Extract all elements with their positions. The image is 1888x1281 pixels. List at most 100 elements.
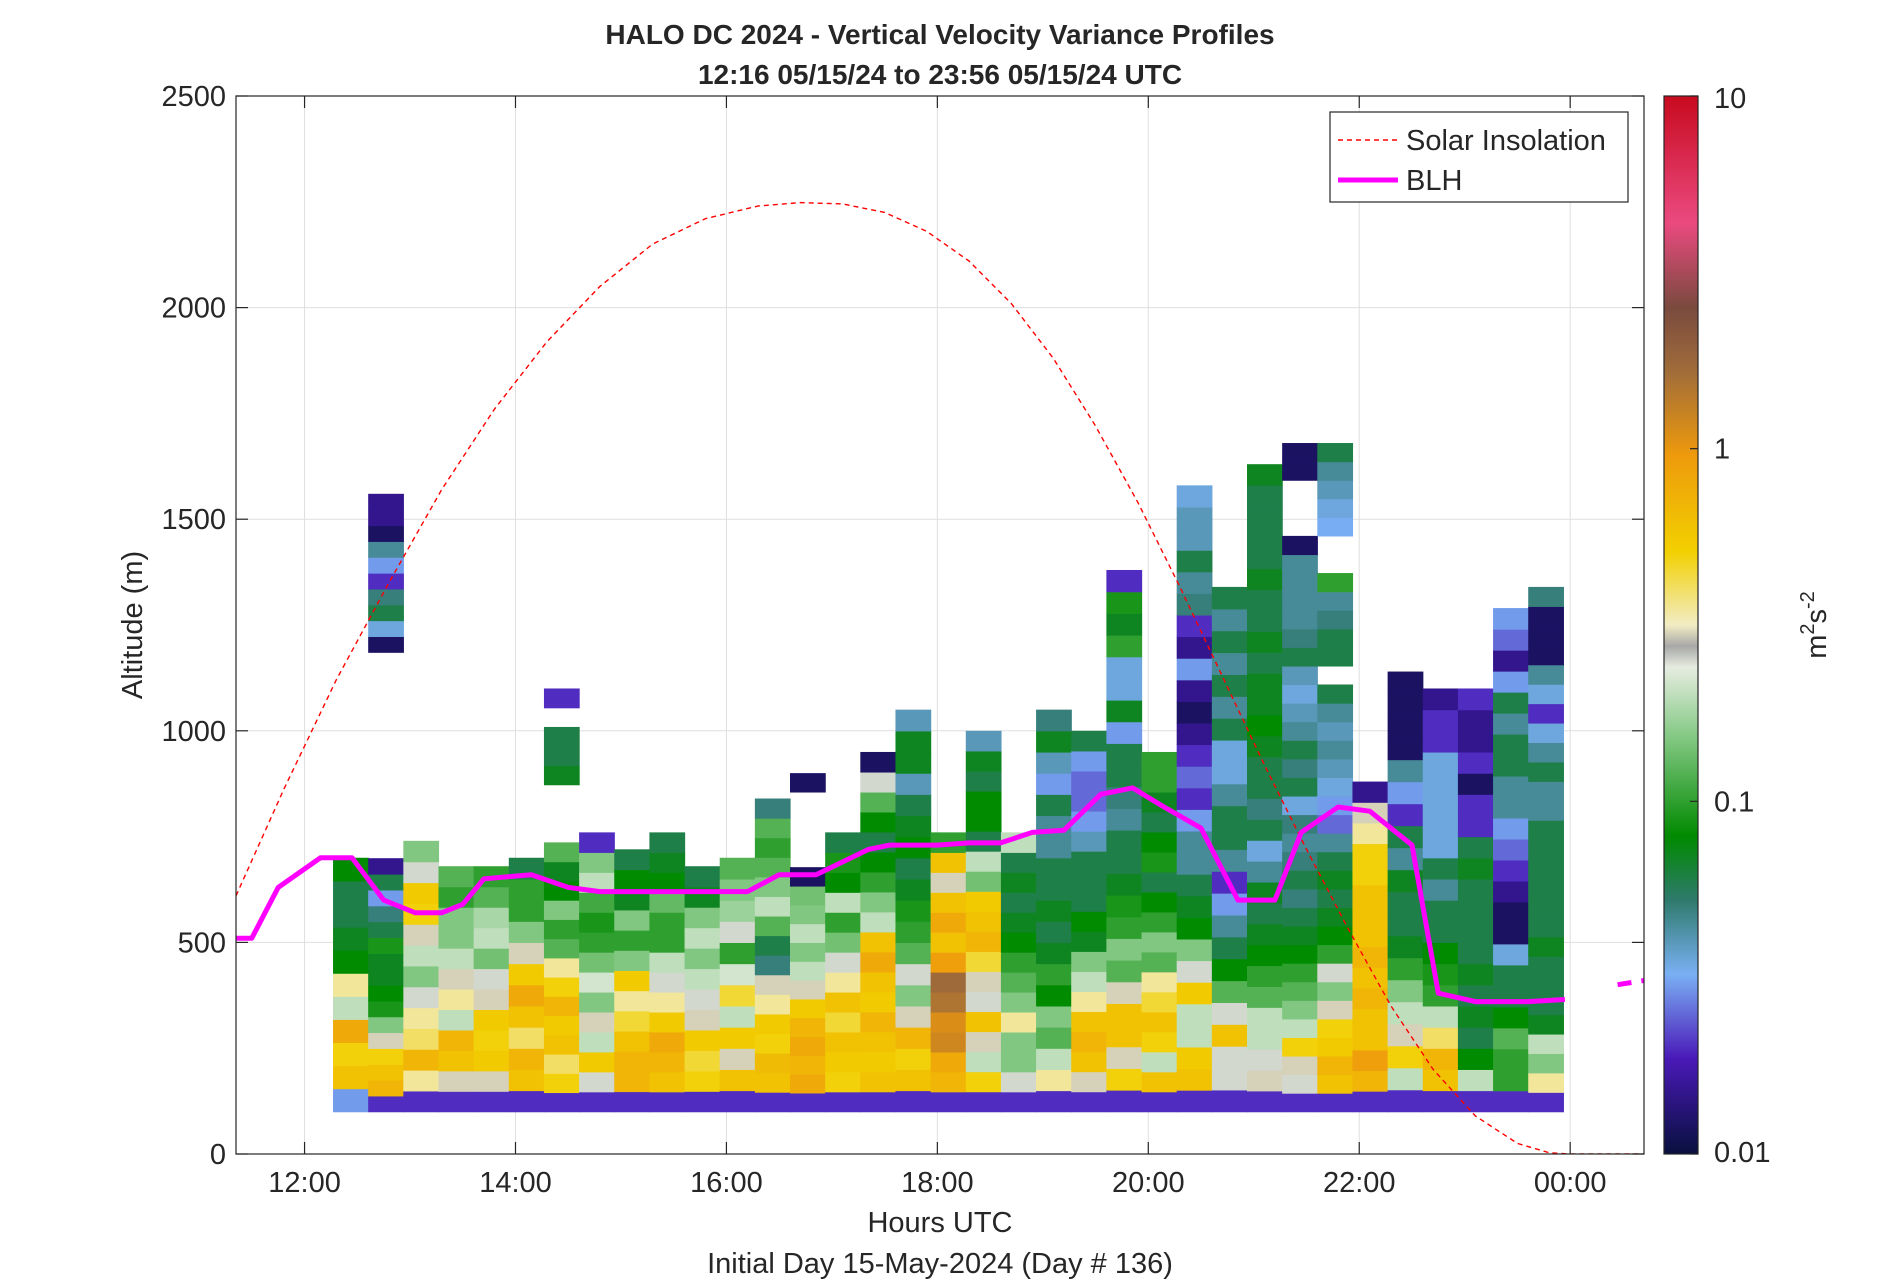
heatmap-cell — [1317, 777, 1354, 797]
heatmap-cell — [1247, 1007, 1283, 1029]
heatmap-cell — [1317, 1018, 1354, 1038]
heatmap-cell — [1317, 647, 1354, 667]
heatmap-cell — [1457, 921, 1494, 943]
heatmap-cell — [438, 866, 475, 888]
heatmap-cell — [684, 1050, 721, 1072]
heatmap-cell — [965, 750, 1002, 772]
heatmap-cell — [860, 851, 897, 873]
heatmap-cell — [403, 1090, 440, 1113]
heatmap-cell — [895, 773, 932, 795]
heatmap-cell — [684, 1091, 721, 1113]
heatmap-cell — [508, 878, 545, 901]
heatmap-cell — [1282, 573, 1318, 593]
heatmap-cell — [1247, 819, 1283, 841]
heatmap-cell — [508, 1048, 545, 1070]
heatmap-cell — [895, 1090, 932, 1113]
heatmap-cell — [1317, 888, 1354, 908]
heatmap-cell — [1071, 730, 1107, 752]
heatmap-cell — [508, 942, 545, 965]
heatmap-cell — [1387, 957, 1424, 981]
heatmap-cell — [790, 1092, 826, 1113]
heatmap-cell — [1247, 610, 1283, 632]
heatmap-cell — [1317, 981, 1354, 1001]
heatmap-cell — [614, 909, 650, 931]
heatmap-cell — [1317, 461, 1354, 481]
heatmap-cell — [1211, 980, 1248, 1003]
heatmap-cell — [1387, 781, 1424, 805]
heatmap-cell — [930, 952, 967, 973]
heatmap-cell — [1247, 1090, 1283, 1113]
heatmap-cell — [1493, 1048, 1529, 1071]
heatmap-cell — [1457, 709, 1494, 732]
heatmap-cell — [1106, 960, 1143, 983]
heatmap-cell — [543, 842, 580, 863]
heatmap-cell — [1176, 485, 1213, 508]
heatmap-cell — [368, 1064, 404, 1081]
heatmap-cell — [1493, 859, 1529, 882]
heatmap-cell — [1493, 1069, 1529, 1092]
heatmap-cell — [1282, 981, 1318, 1001]
heatmap-cell — [1528, 800, 1564, 821]
heatmap-cell — [1036, 1090, 1072, 1113]
heatmap-cell — [1457, 1005, 1494, 1028]
heatmap-cell — [1317, 1055, 1354, 1076]
colorbar-label: m2s-2 — [1797, 591, 1833, 659]
heatmap-cell — [1211, 936, 1248, 960]
heatmap-cell — [1282, 1093, 1318, 1113]
colorbar-ticks: 0.01 0.1 1 10 — [1690, 83, 1770, 1169]
heatmap-cell — [1282, 628, 1318, 648]
heatmap-cell — [1317, 443, 1354, 463]
heatmap-cell — [860, 1071, 897, 1093]
heatmap-cell — [1317, 591, 1354, 611]
series-lines — [236, 201, 1644, 1154]
heatmap-cell — [649, 952, 686, 973]
heatmap-cell — [754, 974, 791, 995]
colorbar-label-sup1: 2 — [1797, 624, 1819, 635]
heatmap-cell — [1106, 613, 1143, 636]
heatmap-cell — [825, 872, 861, 893]
heatmap-cell — [1422, 878, 1459, 901]
heatmap-cell — [1211, 652, 1248, 675]
heatmap-cell — [895, 794, 932, 817]
heatmap-cell — [860, 771, 897, 793]
heatmap-cell — [1528, 781, 1564, 802]
heatmap-cell — [1387, 1023, 1424, 1047]
heatmap-cell — [965, 871, 1002, 892]
heatmap-cell — [790, 942, 826, 962]
heatmap-cell — [1387, 891, 1424, 915]
heatmap-cell — [1528, 742, 1564, 763]
heatmap-cell — [965, 851, 1002, 872]
heatmap-cell — [790, 1055, 826, 1075]
heatmap-cell — [614, 1051, 650, 1072]
heatmap-cell — [930, 872, 967, 893]
heatmap-cell — [368, 493, 404, 511]
heatmap-cell — [895, 942, 932, 965]
heatmap-cell — [895, 963, 932, 986]
heatmap-cell — [965, 951, 1002, 972]
heatmap-cell — [825, 1051, 861, 1073]
heatmap-cell — [1141, 1051, 1178, 1073]
heatmap-cell — [1422, 963, 1459, 986]
heatmap-cell — [1457, 1069, 1494, 1092]
heatmap-cell — [1422, 730, 1459, 753]
heatmap-cell — [1528, 664, 1564, 685]
heatmap-cell — [860, 1031, 897, 1053]
heatmap-cell — [1282, 740, 1318, 760]
heatmap-cell — [1106, 656, 1143, 679]
heatmap-cell — [1106, 699, 1143, 723]
heatmap-cell — [649, 852, 686, 873]
heatmap-cell — [825, 1031, 861, 1053]
heatmap-cell — [965, 1051, 1002, 1073]
heatmap-cell — [1282, 535, 1318, 556]
heatmap-cell — [1352, 781, 1389, 803]
heatmap-cell — [403, 965, 440, 988]
heatmap-cell — [719, 1090, 756, 1113]
heatmap-cell — [403, 1070, 440, 1092]
heatmap-cell — [1422, 921, 1459, 943]
heatmap-cell — [1247, 464, 1283, 486]
heatmap-cell — [473, 948, 510, 970]
heatmap-cell — [1106, 895, 1143, 918]
heatmap-cell — [543, 688, 580, 709]
heatmap-cell — [1247, 756, 1283, 779]
